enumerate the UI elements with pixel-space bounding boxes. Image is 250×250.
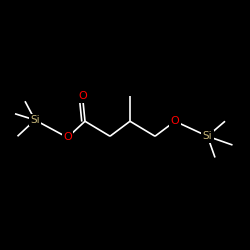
Text: Si: Si — [30, 115, 40, 125]
Text: O: O — [170, 116, 179, 126]
Text: O: O — [78, 91, 87, 101]
Text: Si: Si — [203, 131, 212, 141]
Text: O: O — [63, 132, 72, 142]
